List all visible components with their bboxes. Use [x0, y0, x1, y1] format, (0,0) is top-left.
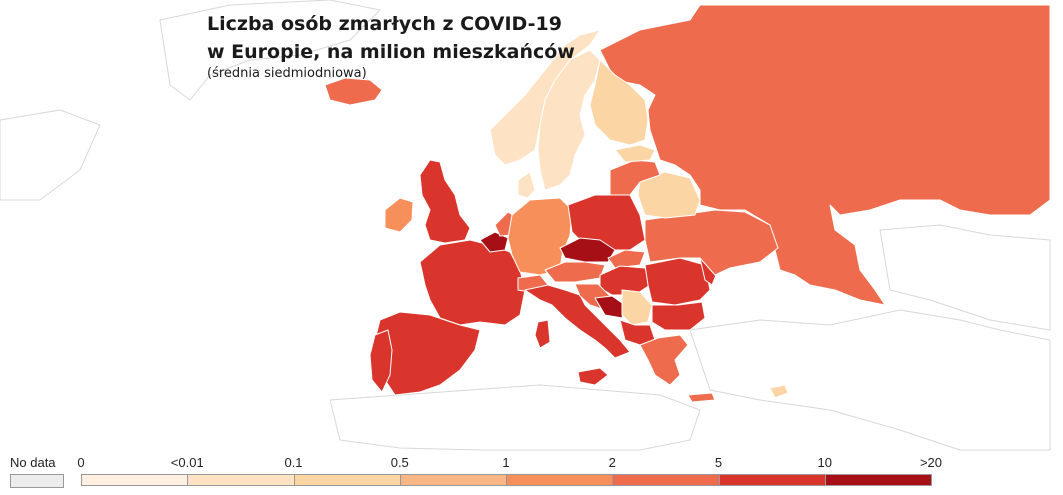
legend-swatch [612, 474, 720, 486]
legend-swatch [187, 474, 295, 486]
canada-outline [0, 109, 101, 201]
germany [507, 197, 573, 276]
austria [544, 261, 606, 283]
legend-tick-label: 0.5 [390, 455, 409, 470]
legend-tick-label: 5 [714, 455, 723, 470]
legend-tick-label: 10 [817, 455, 832, 470]
sicily [577, 367, 609, 386]
map-title: Liczba osób zmarłych z COVID-19 w Europi… [207, 10, 587, 66]
ireland [384, 197, 414, 233]
crete [687, 392, 716, 403]
legend-tick-label: <0.01 [170, 455, 204, 470]
russia [599, 4, 1051, 306]
map-subtitle: (średnia siedmiodniowa) [207, 66, 367, 81]
france [419, 239, 526, 326]
legend-tick-label: 2 [608, 455, 616, 470]
sardinia [534, 319, 551, 349]
greenland-outline [159, 0, 381, 101]
belgium [479, 231, 509, 253]
portugal [369, 329, 393, 393]
belarus [637, 171, 701, 219]
bulgaria [651, 301, 706, 331]
legend-swatch [293, 474, 401, 486]
sweden [537, 49, 601, 191]
no-data-label: No data [10, 455, 56, 470]
romania [644, 257, 711, 306]
legend-swatch [718, 474, 826, 486]
legend-tick-label: >20 [919, 455, 943, 470]
legend: No data 0 <0.01 0.1 0.5 1 2 5 10 >20 [0, 450, 1063, 495]
legend-tick-label: 0 [77, 455, 85, 470]
legend-swatch [399, 474, 507, 486]
middle-east-outline [689, 309, 1051, 451]
denmark [517, 171, 536, 199]
italy [524, 284, 631, 359]
no-data-swatch [10, 474, 64, 488]
legend-tick-label: 1 [502, 455, 510, 470]
title-line-2: w Europie, na milion mieszkańców [207, 41, 575, 63]
legend-tick-label: 0.1 [284, 455, 303, 470]
legend-swatch [506, 474, 614, 486]
slovakia [607, 249, 646, 269]
north-africa-outline [329, 384, 701, 451]
asia-outline [879, 224, 1051, 331]
title-line-1: Liczba osób zmarłych z COVID-19 [207, 13, 562, 35]
cyprus [769, 384, 789, 399]
greece [639, 334, 689, 386]
estonia [614, 144, 656, 163]
legend-swatch [81, 474, 189, 486]
united-kingdom [419, 159, 471, 244]
legend-swatch [824, 474, 932, 486]
serbia [621, 289, 653, 326]
ukraine [644, 209, 779, 276]
finland [589, 59, 649, 146]
iceland [324, 77, 383, 106]
